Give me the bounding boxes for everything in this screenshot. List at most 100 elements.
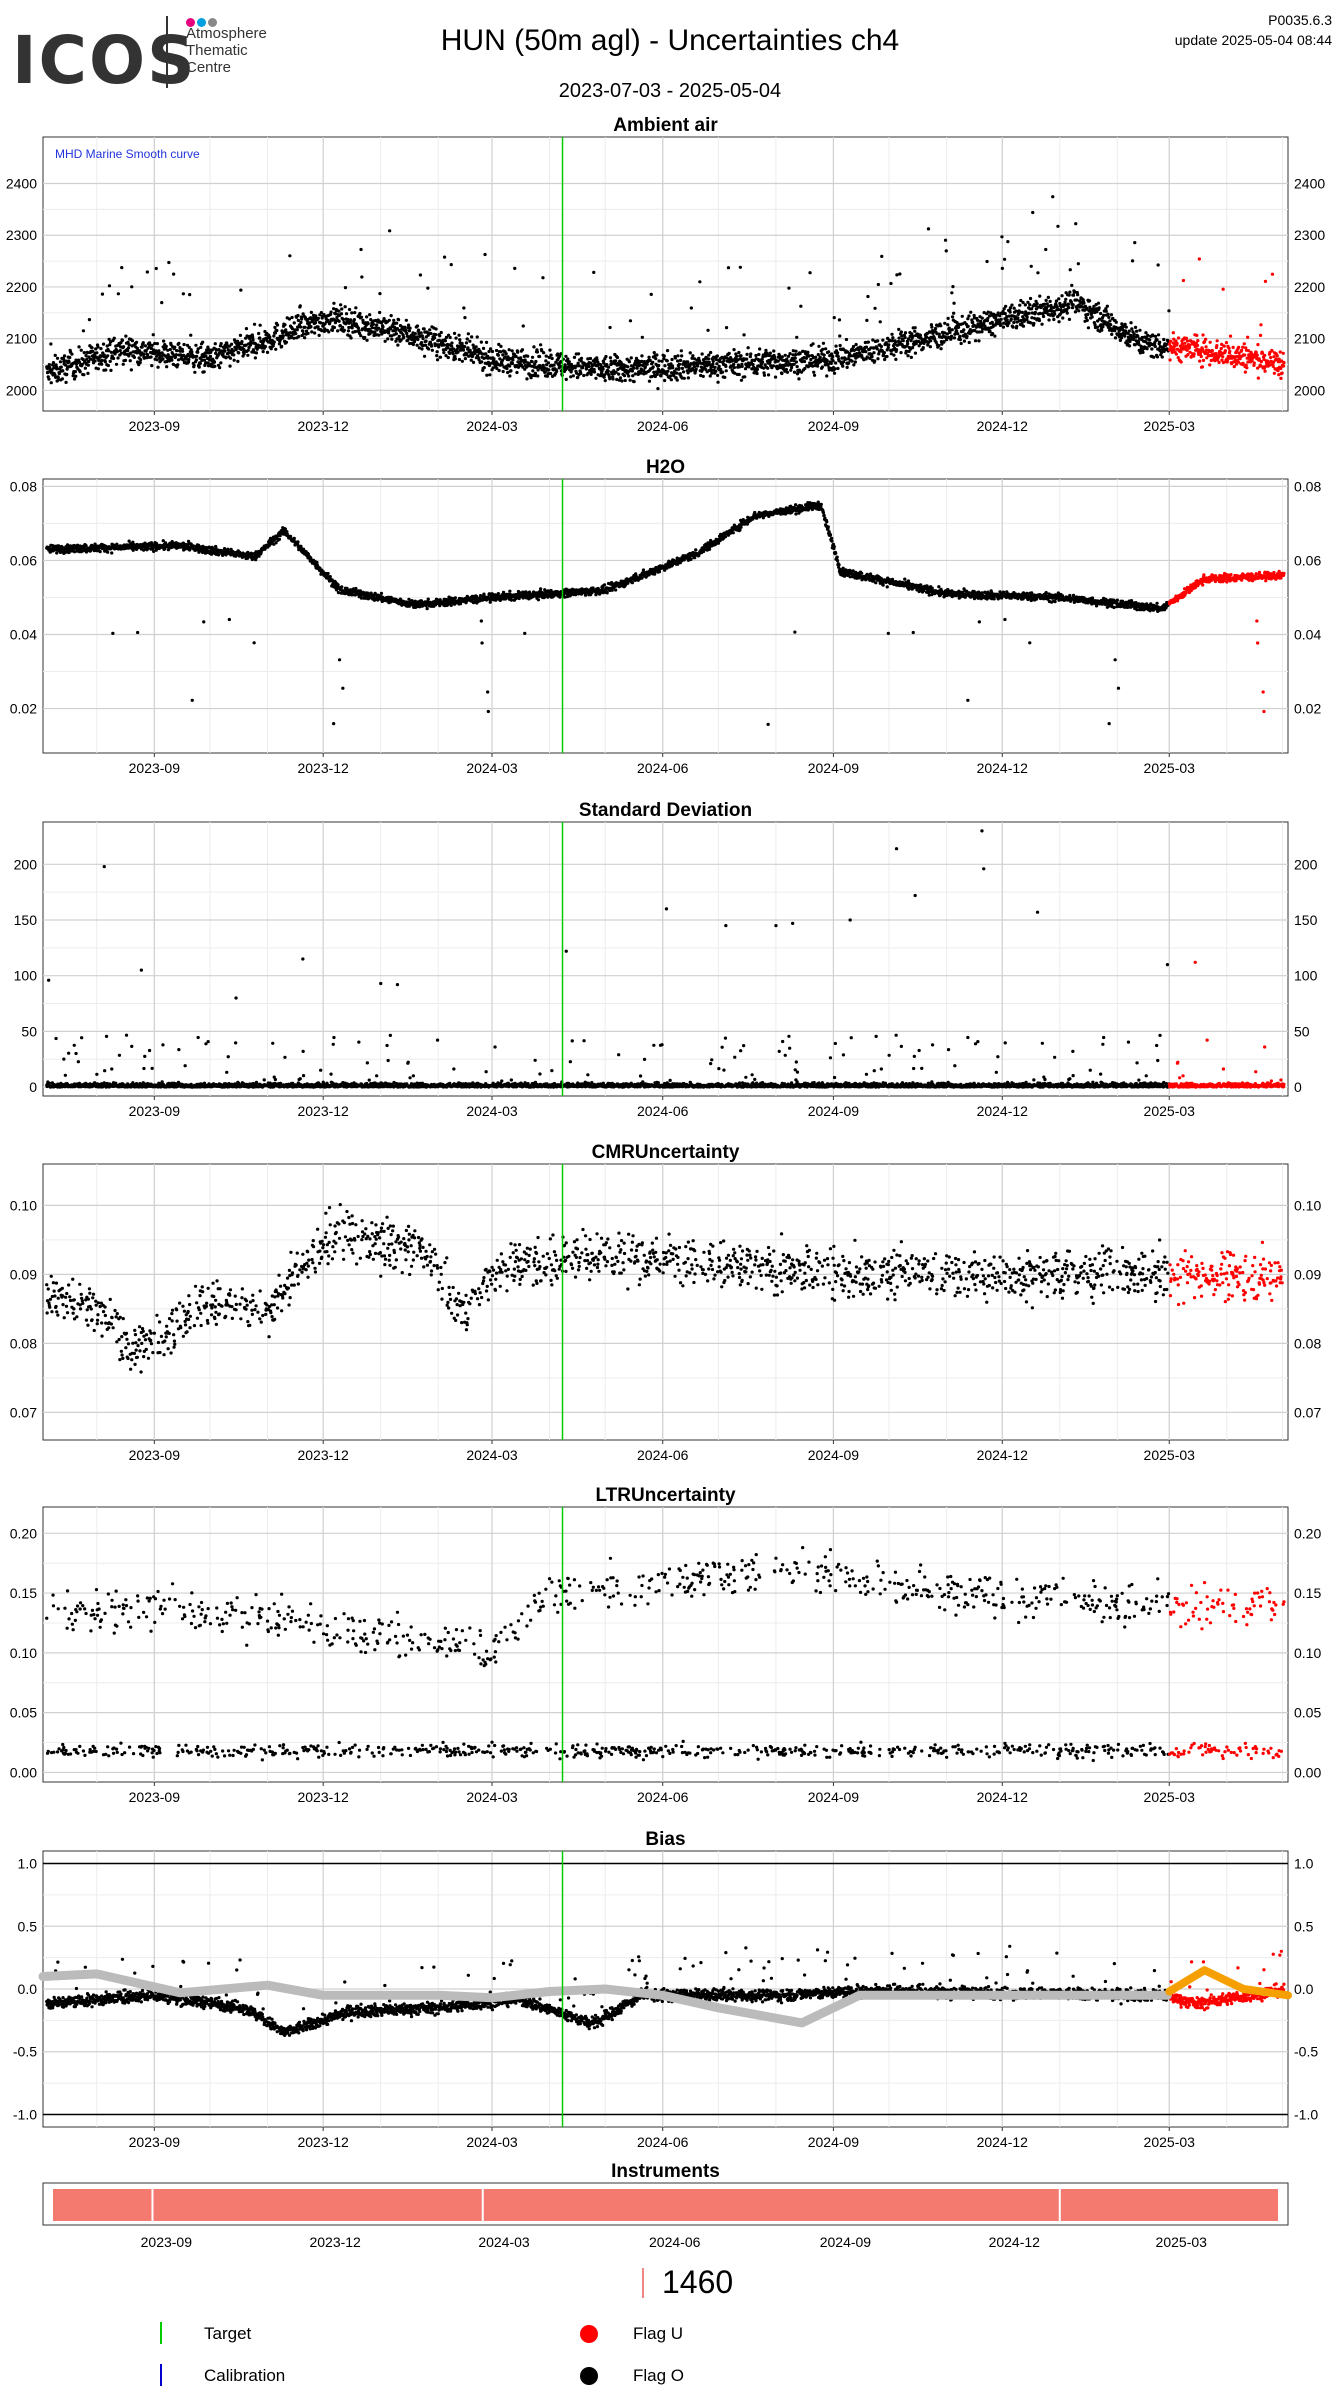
chart-ltruncertainty-xtick-4: 2024-09 <box>808 1789 860 1805</box>
chart-bias-ytick-left-1: -0.5 <box>13 2044 37 2060</box>
chart-standard-deviation-xtick-4: 2024-09 <box>808 1103 860 1119</box>
chart-ambient-air-ytick-left-1: 2100 <box>6 331 37 347</box>
chart-bias-xtick-4: 2024-09 <box>808 2134 860 2150</box>
chart-bias-ytick-right-4: 1.0 <box>1294 1856 1314 1872</box>
chart-ambient-air-xtick-0: 2023-09 <box>129 418 181 434</box>
chart-ltruncertainty-xtick-2: 2024-03 <box>466 1789 518 1805</box>
icos-logo: ICOS Atmosphere Thematic Centre <box>6 12 276 99</box>
chart-h2o-ytick-right-0: 0.02 <box>1294 701 1321 717</box>
chart-bias-ytick-right-2: 0.0 <box>1294 1981 1314 1997</box>
version-label: P0035.6.3 <box>1268 12 1332 28</box>
flag-o-dot-icon <box>580 2367 598 2385</box>
chart-h2o-ytick-left-0: 0.02 <box>10 701 37 717</box>
chart-bias-xtick-1: 2023-12 <box>297 2134 349 2150</box>
chart-ltruncertainty-xtick-5: 2024-12 <box>977 1789 1029 1805</box>
chart-ambient-air-ytick-right-2: 2200 <box>1294 279 1325 295</box>
chart-h2o-flag-u-points <box>1167 569 1286 714</box>
legend-target-label: Target <box>204 2324 252 2343</box>
chart-cmruncertainty-ytick-left-0: 0.07 <box>10 1404 37 1420</box>
chart-instruments-xtick-5: 2024-12 <box>989 2234 1041 2250</box>
chart-bias-xtick-0: 2023-09 <box>129 2134 181 2150</box>
legend-flag-o-label: Flag O <box>633 2366 685 2385</box>
chart-ambient-air-ytick-left-4: 2400 <box>6 176 37 192</box>
chart-bias-ytick-right-0: -1.0 <box>1294 2106 1318 2122</box>
chart-h2o-xtick-2: 2024-03 <box>466 760 518 776</box>
chart-cmruncertainty-xtick-5: 2024-12 <box>977 1447 1029 1463</box>
chart-instruments-xtick-2: 2024-03 <box>478 2234 530 2250</box>
chart-ltruncertainty-xtick-6: 2025-03 <box>1144 1789 1196 1805</box>
chart-cmruncertainty-points <box>45 1203 1284 1374</box>
chart-h2o-xtick-1: 2023-12 <box>297 760 349 776</box>
chart-h2o-ytick-left-2: 0.06 <box>10 552 37 568</box>
chart-standard-deviation-ytick-left-2: 100 <box>14 968 38 984</box>
chart-h2o-frame <box>42 478 1289 754</box>
chart-bias-xtick-5: 2024-12 <box>977 2134 1029 2150</box>
chart-bias-ytick-right-1: -0.5 <box>1294 2044 1318 2060</box>
chart-h2o-xtick-0: 2023-09 <box>129 760 181 776</box>
chart-standard-deviation-points <box>45 829 1286 1089</box>
chart-instruments-title: Instruments <box>611 2161 720 2182</box>
legend-calibration-label: Calibration <box>204 2366 286 2385</box>
chart-cmruncertainty-ytick-right-3: 0.10 <box>1294 1197 1321 1213</box>
instrument-id: 1460 <box>662 2264 734 2300</box>
chart-cmruncertainty-ytick-left-1: 0.08 <box>10 1335 37 1351</box>
chart-ltruncertainty-ytick-left-3: 0.15 <box>10 1585 37 1601</box>
chart-ltruncertainty-ytick-left-2: 0.10 <box>10 1645 37 1661</box>
chart-instruments-xtick-1: 2023-12 <box>309 2234 361 2250</box>
chart-h2o-points <box>45 500 1286 726</box>
chart-standard-deviation-ytick-right-0: 0 <box>1294 1079 1302 1095</box>
instrument-swatch <box>642 2268 644 2298</box>
logo-sub-line-3: Centre <box>186 59 232 76</box>
chart-h2o-ytick-right-3: 0.08 <box>1294 478 1321 494</box>
chart-bias-title: Bias <box>645 1829 685 1850</box>
chart-standard-deviation-flag-u-points <box>1167 960 1286 1089</box>
chart-bias-ytick-right-3: 0.5 <box>1294 1918 1314 1934</box>
legend-flag-u-label: Flag U <box>633 2324 684 2343</box>
chart-ambient-air-ytick-left-2: 2200 <box>6 279 37 295</box>
chart-cmruncertainty-xtick-3: 2024-06 <box>637 1447 689 1463</box>
chart-ltruncertainty-points <box>45 1546 1286 1763</box>
chart-bias-xtick-2: 2024-03 <box>466 2134 518 2150</box>
chart-ltruncertainty-xtick-0: 2023-09 <box>129 1789 181 1805</box>
chart-cmruncertainty-flag-o-points <box>45 1203 1170 1374</box>
chart-bias-recent-curve <box>1165 1966 1292 2000</box>
chart-ltruncertainty-ytick-right-1: 0.05 <box>1294 1705 1321 1721</box>
chart-standard-deviation-ytick-left-0: 0 <box>29 1079 37 1095</box>
chart-cmruncertainty-ytick-left-3: 0.10 <box>10 1197 37 1213</box>
logo-dots-icon <box>186 14 219 32</box>
chart-cmruncertainty-ytick-right-2: 0.09 <box>1294 1266 1321 1282</box>
calibration-line-icon <box>160 2364 162 2386</box>
chart-h2o-ytick-right-1: 0.04 <box>1294 627 1321 643</box>
chart-ltruncertainty-ytick-right-3: 0.15 <box>1294 1585 1321 1601</box>
chart-ltruncertainty-ytick-left-1: 0.05 <box>10 1705 37 1721</box>
chart-h2o-flag-o-points <box>45 500 1171 726</box>
chart-standard-deviation-frame <box>42 821 1289 1097</box>
chart-instruments-xtick-0: 2023-09 <box>141 2234 193 2250</box>
chart-ambient-air-xtick-2: 2024-03 <box>466 418 518 434</box>
chart-bias-smooth-curve <box>38 1969 1172 2028</box>
chart-bias-ytick-left-2: 0.0 <box>18 1981 38 1997</box>
chart-ltruncertainty-flag-u-points <box>1168 1581 1286 1761</box>
chart-instruments-xtick-3: 2024-06 <box>649 2234 701 2250</box>
chart-ltruncertainty-ytick-left-4: 0.20 <box>10 1525 37 1541</box>
chart-standard-deviation-xtick-6: 2025-03 <box>1144 1103 1196 1119</box>
chart-instruments-segment <box>53 2189 1278 2221</box>
chart-cmruncertainty-ytick-right-0: 0.07 <box>1294 1404 1321 1420</box>
chart-ltruncertainty-ytick-right-4: 0.20 <box>1294 1525 1321 1541</box>
chart-ltruncertainty-frame <box>42 1506 1289 1783</box>
chart-ltruncertainty-ytick-right-0: 0.00 <box>1294 1764 1321 1780</box>
chart-ambient-air-title: Ambient air <box>613 115 718 136</box>
chart-standard-deviation-xtick-5: 2024-12 <box>977 1103 1029 1119</box>
chart-ambient-air-annotation: MHD Marine Smooth curve <box>55 147 200 161</box>
chart-bias-xtick-3: 2024-06 <box>637 2134 689 2150</box>
chart-ambient-air-xtick-4: 2024-09 <box>808 418 860 434</box>
chart-h2o-xtick-5: 2024-12 <box>977 760 1029 776</box>
chart-standard-deviation-xtick-3: 2024-06 <box>637 1103 689 1119</box>
chart-cmruncertainty-xtick-2: 2024-03 <box>466 1447 518 1463</box>
logo-divider <box>166 16 168 88</box>
date-range: 2023-07-03 - 2025-05-04 <box>558 80 782 102</box>
chart-h2o-xtick-4: 2024-09 <box>808 760 860 776</box>
chart-ltruncertainty-xtick-1: 2023-12 <box>297 1789 349 1805</box>
chart-ambient-air-xtick-3: 2024-06 <box>637 418 689 434</box>
